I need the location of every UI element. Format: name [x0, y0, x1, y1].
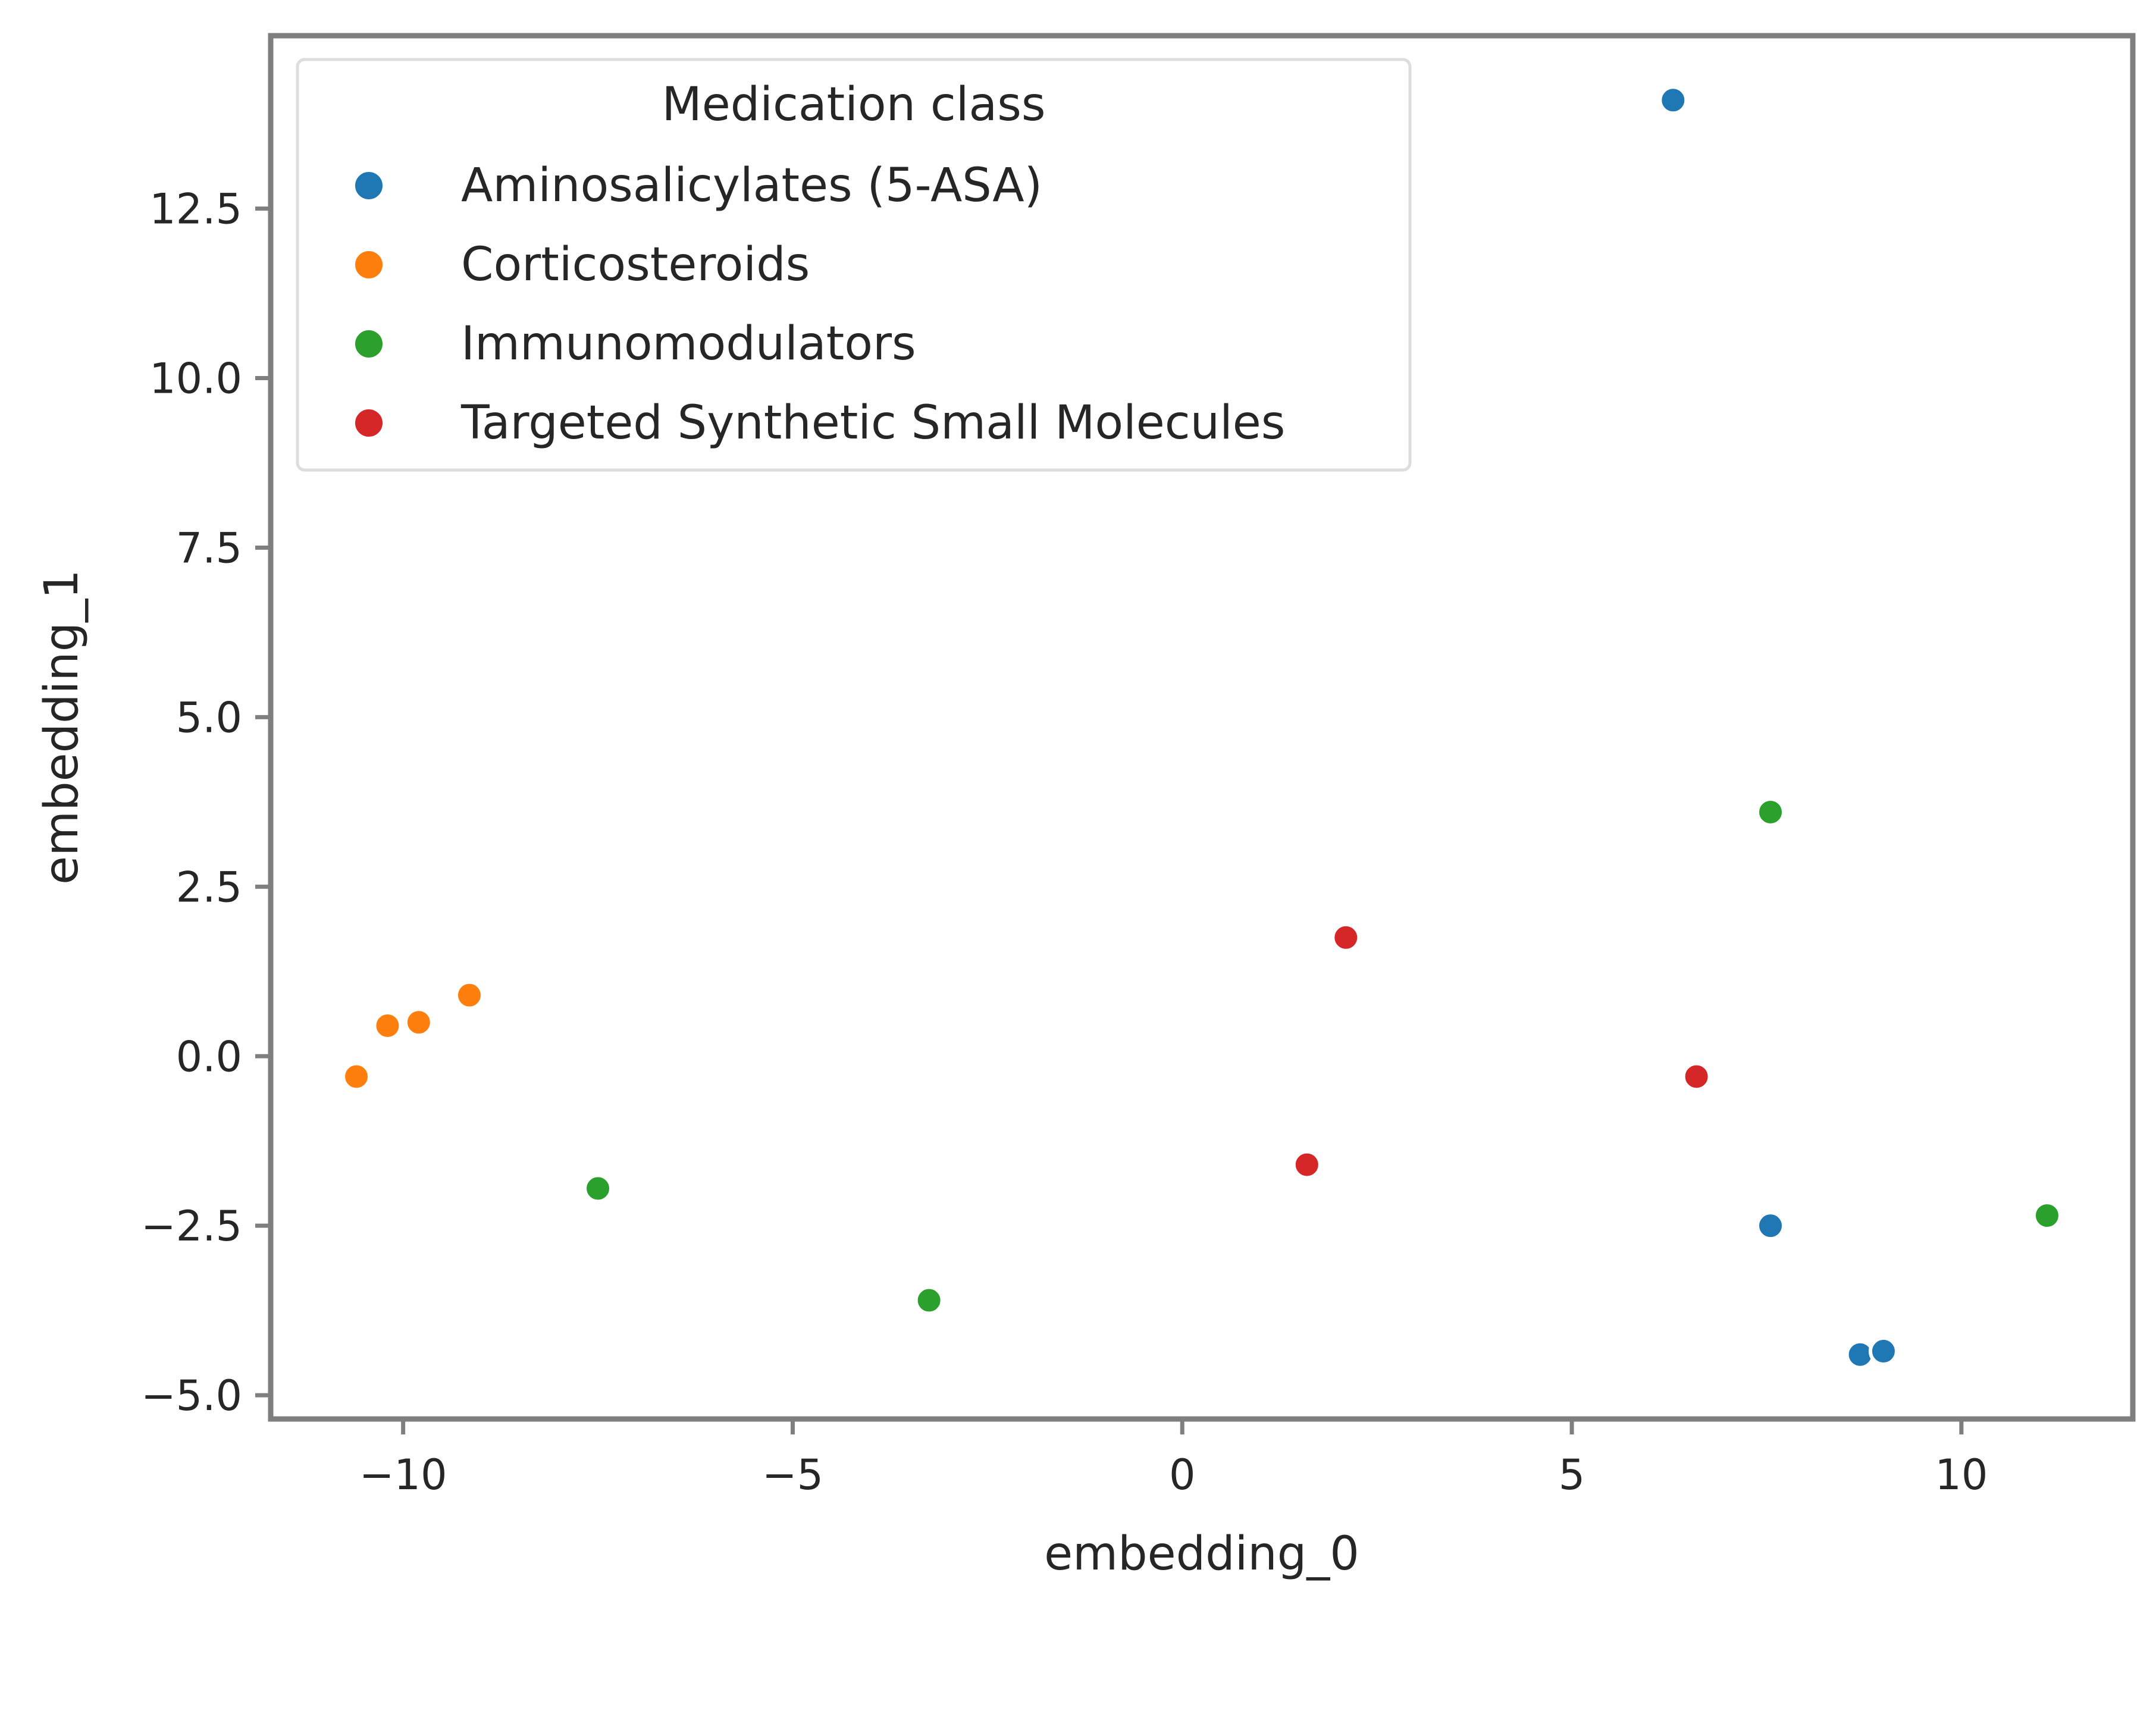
legend-entries: Aminosalicylates (5-ASA) Corticosteroids I… [352, 159, 1285, 450]
data-point [1868, 1336, 1898, 1367]
legend-marker [352, 248, 386, 282]
y-tick-label: 7.5 [176, 524, 242, 572]
x-axis-ticks: −10 −5 0 5 10 [359, 1421, 1988, 1499]
data-point [372, 1010, 403, 1041]
legend-label: Aminosalicylates (5-ASA) [461, 159, 1042, 212]
y-tick-label: −2.5 [141, 1202, 242, 1251]
y-tick-label: 10.0 [149, 355, 242, 403]
data-point [2032, 1201, 2062, 1231]
x-tick-label: −5 [762, 1451, 823, 1499]
legend-marker [352, 327, 386, 361]
data-points [341, 85, 2062, 1370]
data-point [914, 1285, 944, 1315]
y-axis-ticks: −5.0 −2.5 0.0 2.5 5.0 7.5 10.0 12.5 [141, 185, 268, 1420]
data-point [583, 1173, 613, 1204]
legend-marker [352, 406, 386, 440]
data-point [1658, 85, 1688, 115]
data-point [1331, 922, 1361, 953]
x-tick-label: −10 [359, 1451, 447, 1499]
legend-box [296, 58, 1412, 472]
y-tick-label: 0.0 [176, 1032, 242, 1081]
data-point [403, 1007, 434, 1038]
x-tick-label: 5 [1559, 1451, 1585, 1499]
legend-marker [352, 168, 386, 203]
y-tick-label: 12.5 [149, 185, 242, 234]
x-tick-label: 10 [1935, 1451, 1988, 1499]
legend-title: Medication class [662, 78, 1046, 131]
legend-label: Corticosteroids [461, 238, 810, 292]
plot-frame [268, 33, 2136, 1422]
legend-label: Immunomodulators [461, 317, 916, 371]
legend-label: Targeted Synthetic Small Molecules [460, 396, 1285, 450]
data-point [341, 1061, 372, 1092]
y-axis-label: embedding_1 [35, 569, 89, 885]
y-tick-label: 2.5 [176, 863, 242, 911]
legend: Medication class Aminosalicylates (5-ASA… [296, 58, 1412, 472]
data-point [454, 980, 484, 1010]
axes: −10 −5 0 5 10 −5.0 −2.5 0.0 2.5 5.0 7.5 10.0 12.5 [141, 33, 2136, 1499]
data-point [1681, 1061, 1712, 1092]
data-point [1756, 1211, 1786, 1241]
data-point [1756, 797, 1786, 827]
x-axis-label: embedding_0 [1044, 1527, 1359, 1581]
data-point [1292, 1149, 1322, 1180]
y-tick-label: −5.0 [141, 1371, 242, 1420]
y-tick-label: 5.0 [176, 693, 242, 742]
x-tick-label: 0 [1169, 1451, 1196, 1499]
